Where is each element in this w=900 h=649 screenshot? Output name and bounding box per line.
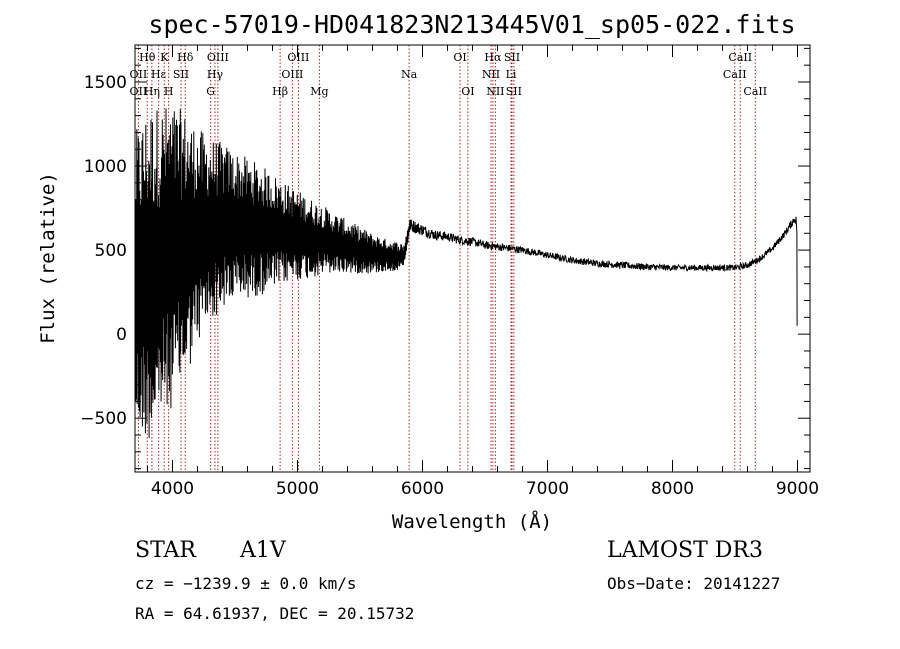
spectral-line-label: H	[164, 85, 174, 98]
spectral-line-label: Hθ	[139, 51, 156, 64]
spectral-line-label: Hβ	[272, 85, 288, 98]
spectrum-line	[135, 108, 798, 438]
x-tick-label: 8000	[651, 479, 694, 499]
x-tick-label: 6000	[401, 479, 444, 499]
spectral-line-label: SII	[506, 85, 522, 98]
y-tick-label: 1500	[84, 73, 127, 93]
spectral-line-label: CaII	[728, 51, 752, 64]
y-tick-label: 0	[116, 325, 127, 345]
x-axis-label: Wavelength (Å)	[392, 510, 552, 533]
spectral-line-label: Hγ	[207, 68, 224, 81]
object-subclass: A1V	[240, 538, 286, 563]
coordinates: RA = 64.61937, DEC = 20.15732	[135, 604, 415, 623]
spectral-line-label: OIII	[287, 51, 309, 64]
spectral-line-label: K	[160, 51, 169, 64]
survey-name: LAMOST DR3	[607, 538, 763, 563]
y-tick-label: −500	[80, 409, 127, 429]
observation-date: Obs−Date: 20141227	[607, 574, 781, 593]
spectral-line-label: Na	[401, 68, 418, 81]
spectral-line-label: SII	[504, 51, 520, 64]
spectral-line-label: CaII	[743, 85, 767, 98]
axis-tick-labels: 4000 5000 6000 7000 8000 9000 −500 0 500 1000 1500	[80, 73, 819, 499]
redshift-cz: cz = −1239.9 ± 0.0 km/s	[135, 574, 357, 593]
spectral-line-label: Hη	[144, 85, 160, 98]
y-tick-label: 1000	[84, 157, 127, 177]
spectral-line-label: OI	[461, 85, 474, 98]
spectral-line-label: SII	[173, 68, 189, 81]
spectral-line-label: OIII	[207, 51, 229, 64]
spectral-line-label: CaII	[723, 68, 747, 81]
spectral-line-label: OIII	[281, 68, 303, 81]
spectral-line-label: G	[206, 85, 215, 98]
object-class: STAR	[135, 538, 196, 563]
spectral-line-label: NII	[482, 68, 500, 81]
spectral-line-label: Mg	[310, 85, 328, 98]
spectral-line-label: Hε	[151, 68, 167, 81]
spectral-line-label: NII	[486, 85, 504, 98]
x-tick-label: 4000	[151, 479, 194, 499]
plot-frame	[134, 44, 811, 473]
chart-title: spec-57019-HD041823N213445V01_sp05-022.f…	[148, 10, 795, 39]
spectral-line-label: OII	[130, 68, 148, 81]
x-tick-label: 7000	[526, 479, 569, 499]
spectral-line-label: Hδ	[177, 51, 194, 64]
axis-ticks	[135, 45, 810, 472]
spectral-line-label: OI	[453, 51, 466, 64]
spectral-line-label: OII	[130, 85, 148, 98]
y-tick-label: 500	[95, 241, 127, 261]
x-tick-label: 9000	[776, 479, 819, 499]
x-tick-label: 5000	[276, 479, 319, 499]
spectral-line-label: Li	[506, 68, 517, 81]
spectral-line-label: Hα	[484, 51, 502, 64]
y-axis-label: Flux (relative)	[37, 172, 59, 344]
